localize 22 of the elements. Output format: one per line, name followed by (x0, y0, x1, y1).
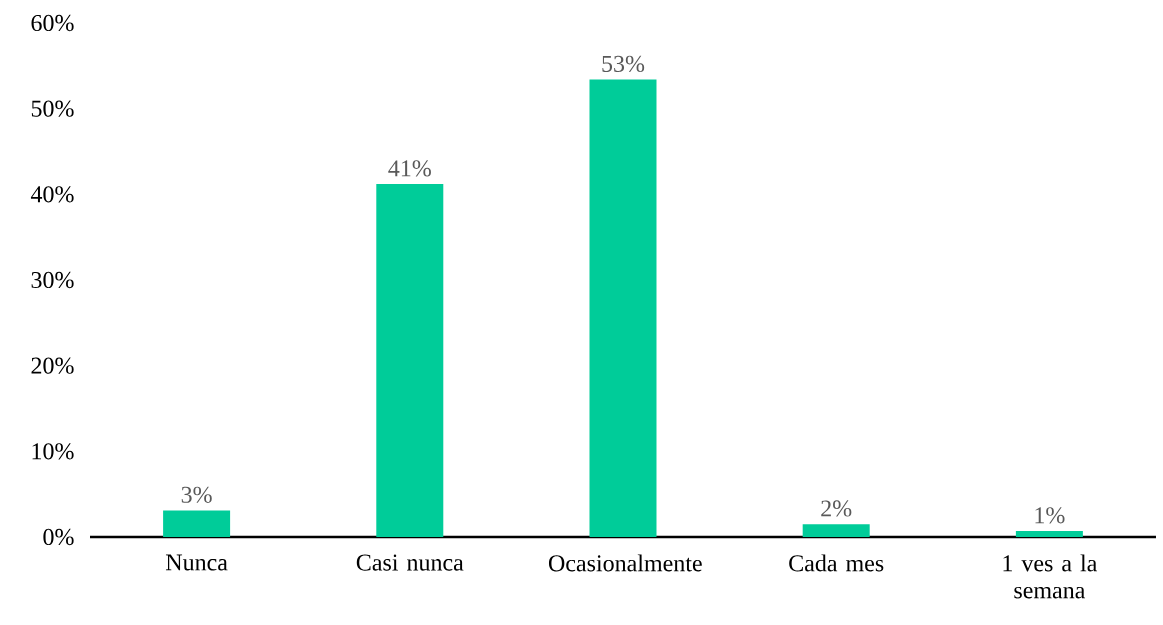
bar (589, 79, 657, 537)
bar (376, 184, 444, 537)
data-label: 41% (388, 160, 431, 177)
x-tick-label: Ocasionalmente (548, 554, 702, 572)
data-label: 1% (1035, 507, 1065, 524)
bar (1015, 531, 1083, 537)
y-tick-label: 50% (31, 100, 74, 117)
y-tick-label: 10% (32, 443, 74, 460)
bar (802, 524, 870, 537)
data-label: 2% (821, 500, 852, 517)
x-tick-label: 1 ves a la semana (1003, 554, 1098, 599)
x-tick-label: Nunca (165, 554, 228, 571)
y-tick-label: 40% (30, 186, 74, 203)
bar (163, 510, 231, 537)
y-tick-label: 20% (31, 357, 74, 374)
x-tick-label: Cada mes (789, 554, 884, 572)
y-tick-label: 60% (31, 14, 74, 32)
y-tick-label: 30% (31, 271, 74, 289)
y-tick-label: 0% (43, 528, 74, 546)
data-label: 53% (602, 55, 645, 73)
data-label: 3% (181, 486, 212, 503)
x-tick-label: Casi nunca (356, 554, 464, 571)
